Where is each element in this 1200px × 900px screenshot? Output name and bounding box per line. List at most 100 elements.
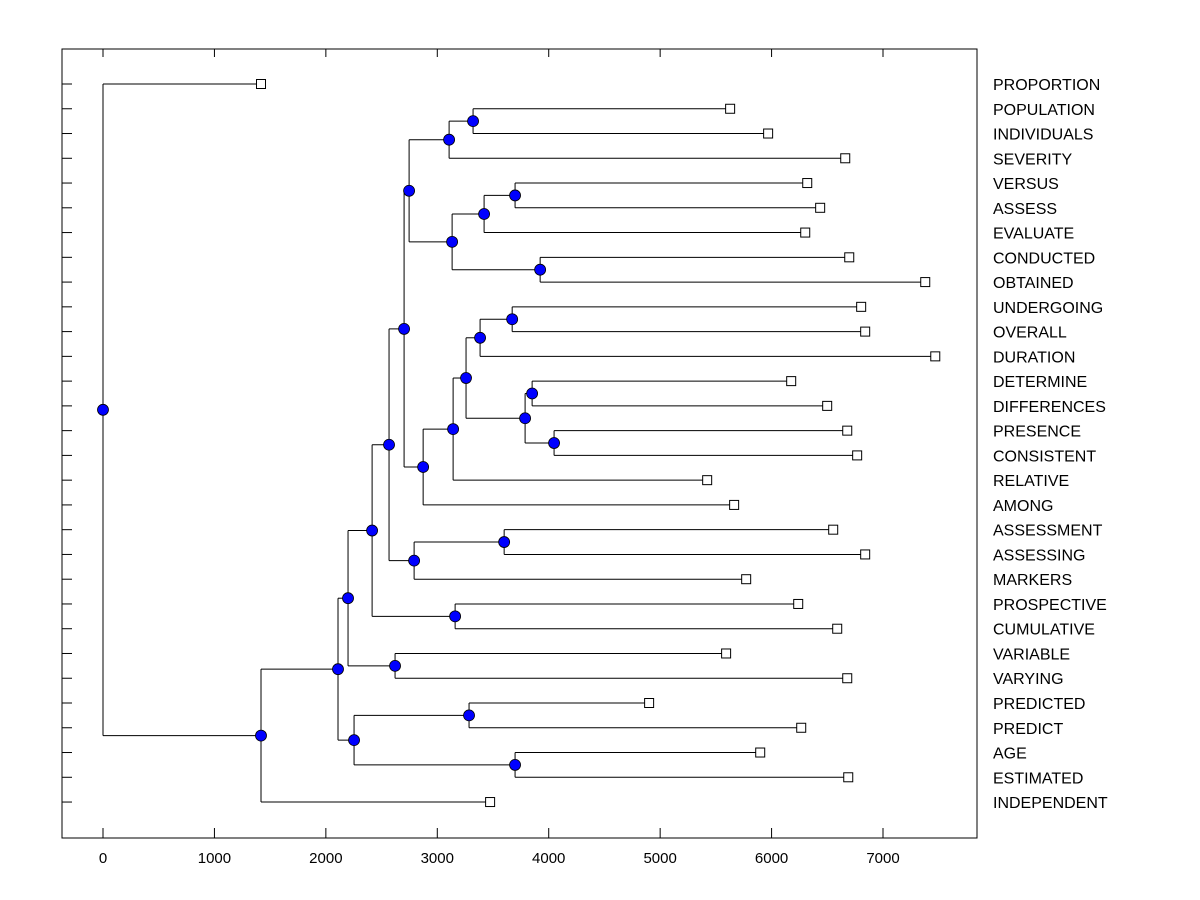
leaf-marker: [721, 648, 732, 659]
merge-node: [389, 659, 401, 672]
dendrogram-marks: [97, 79, 941, 808]
leaf-marker: [702, 475, 713, 486]
plot-frame: [61, 48, 978, 839]
leaf-marker: [800, 227, 811, 238]
leaf-label: INDEPENDENT: [993, 795, 1108, 812]
merge-node: [443, 133, 456, 146]
leaf-label: DIFFERENCES: [993, 399, 1106, 416]
x-tick-label: 5000: [643, 850, 676, 867]
merge-node: [519, 412, 531, 425]
merge-node: [506, 313, 519, 326]
leaf-label: OBTAINED: [993, 275, 1074, 292]
leaf-label: RELATIVE: [993, 473, 1069, 490]
leaf-label: CUMULATIVE: [993, 622, 1095, 639]
dendrogram-links: [102, 83, 936, 803]
x-axis: 0 1000 2000 3000 4000 5000 6000 7000: [62, 49, 900, 867]
leaf-marker: [842, 673, 853, 684]
merge-node: [348, 734, 360, 747]
leaf-label: POPULATION: [993, 102, 1095, 119]
merge-node: [449, 610, 462, 623]
merge-node: [509, 759, 521, 771]
merge-node: [498, 536, 511, 548]
leaf-marker: [755, 747, 766, 758]
x-tick-label: 0: [99, 850, 107, 867]
leaf-label: ESTIMATED: [993, 770, 1083, 787]
leaf-marker: [856, 301, 867, 312]
leaf-label: ASSESSING: [993, 547, 1085, 564]
leaf-marker: [852, 450, 863, 461]
leaf-labels: PROPORTION POPULATION INDIVIDUALS SEVERITY V…: [993, 77, 1108, 812]
leaf-marker: [763, 128, 774, 139]
leaf-marker: [828, 524, 839, 535]
x-tick-label: 3000: [421, 850, 454, 867]
leaf-label: DETERMINE: [993, 374, 1087, 391]
x-tick-label: 7000: [866, 850, 899, 867]
leaf-label: VERSUS: [993, 176, 1059, 193]
leaf-label: AGE: [993, 746, 1027, 763]
merge-node: [526, 387, 539, 400]
leaf-marker: [786, 376, 797, 387]
merge-node: [417, 461, 430, 473]
leaf-label: PREDICTED: [993, 696, 1085, 713]
x-tick-label: 2000: [309, 850, 342, 867]
leaf-label: AMONG: [993, 498, 1053, 515]
leaf-label: CONSISTENT: [993, 448, 1096, 465]
leaf-marker: [860, 326, 871, 337]
leaf-label: INDIVIDUALS: [993, 127, 1093, 144]
leaf-marker: [796, 722, 807, 733]
leaf-label: EVALUATE: [993, 226, 1074, 243]
merge-node: [474, 331, 486, 344]
leaf-label: VARIABLE: [993, 646, 1070, 663]
merge-node: [548, 437, 560, 449]
leaf-label: UNDERGOING: [993, 300, 1103, 317]
merge-node: [478, 208, 490, 220]
leaf-marker: [725, 103, 736, 114]
x-tick-label: 4000: [532, 850, 565, 867]
leaf-marker: [729, 499, 740, 510]
leaf-marker: [802, 178, 813, 189]
leaf-marker: [844, 252, 855, 263]
leaf-marker: [840, 153, 851, 164]
leaf-marker: [930, 351, 941, 362]
leaf-label: OVERALL: [993, 325, 1067, 342]
leaf-label: DURATION: [993, 349, 1075, 366]
leaf-marker: [793, 598, 804, 609]
leaf-marker: [832, 623, 843, 634]
x-tick-label: 1000: [198, 850, 231, 867]
merge-node: [383, 438, 395, 451]
leaf-label: MARKERS: [993, 572, 1072, 589]
leaf-label: ASSESSMENT: [993, 523, 1103, 540]
leaf-label: PROSPECTIVE: [993, 597, 1107, 614]
merge-node: [366, 524, 379, 537]
merge-node: [509, 189, 521, 202]
x-tick-label: 6000: [755, 850, 788, 867]
leaf-label: VARYING: [993, 671, 1064, 688]
leaf-marker: [822, 400, 833, 411]
leaf-label: SEVERITY: [993, 151, 1072, 168]
leaf-label: PREDICT: [993, 721, 1063, 738]
leaf-marker: [860, 549, 871, 560]
merge-node: [467, 115, 479, 128]
merge-node: [255, 729, 267, 742]
leaf-marker: [815, 202, 826, 213]
leaf-marker: [256, 79, 267, 89]
leaf-label: PRESENCE: [993, 424, 1081, 441]
leaf-label: ASSESS: [993, 201, 1057, 218]
merge-node: [460, 372, 472, 384]
merge-node: [534, 263, 547, 276]
merge-node: [446, 235, 459, 248]
leaf-marker: [644, 698, 655, 708]
leaf-label: PROPORTION: [993, 77, 1100, 94]
leaf-marker: [920, 277, 931, 288]
merge-node: [403, 184, 415, 197]
leaf-marker: [485, 797, 496, 808]
leaf-label: CONDUCTED: [993, 250, 1095, 267]
merge-node: [463, 709, 475, 722]
merge-node: [97, 403, 109, 416]
merge-node: [447, 423, 460, 435]
merge-node: [398, 322, 410, 335]
merge-node: [332, 663, 344, 676]
leaf-marker: [842, 425, 853, 436]
leaf-marker: [843, 772, 854, 783]
